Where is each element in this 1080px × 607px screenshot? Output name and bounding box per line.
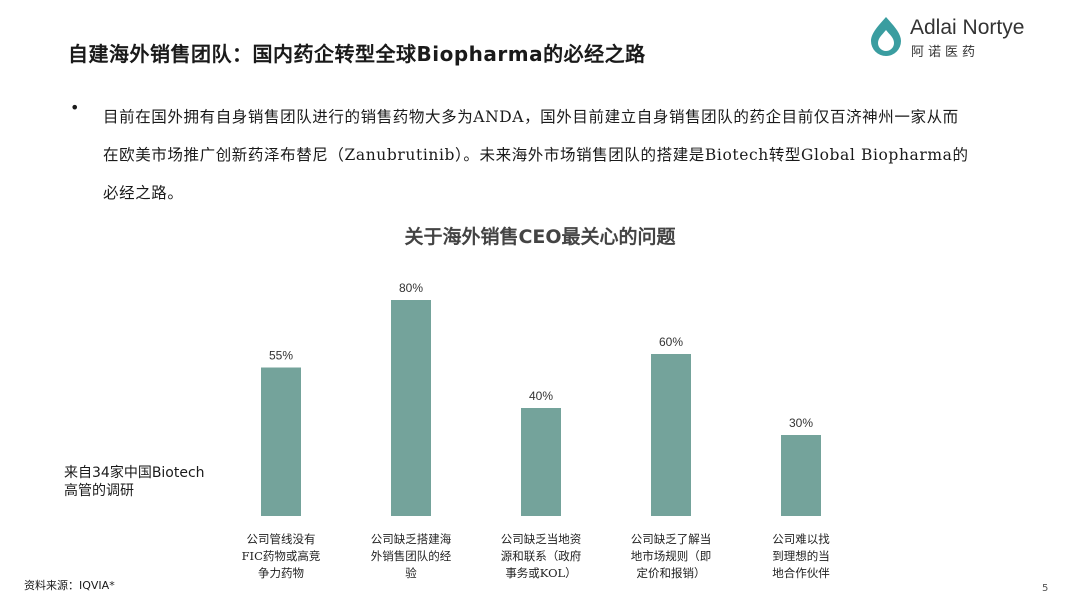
category-label-line: 公司管线没有 (246, 532, 316, 546)
category-label-2: 公司缺乏搭建海 外销售团队的经验 (361, 531, 461, 582)
company-logo: Adlai Nortye 阿诺医药 (866, 14, 1036, 62)
category-label-line: 事务或KOL） (505, 566, 577, 580)
category-label-5: 公司难以找到理想的当地合作伙伴 (751, 531, 851, 582)
category-label-line: FIC药物或高竞 (241, 549, 321, 563)
bar-5 (781, 435, 821, 516)
category-label-line: 到理想的当 (772, 549, 830, 563)
category-label-4: 公司缺乏了解当 地市场规则（即 定价和报销） (621, 531, 721, 582)
chart-title: 关于海外销售CEO最关心的问题 (404, 226, 676, 248)
category-label-3: 公司缺乏当地资 源和联系（政府 事务或KOL） (491, 531, 591, 582)
category-label-line: 地市场规则（即 (630, 549, 712, 563)
logo-name-en: Adlai Nortye (910, 16, 1025, 39)
bar-value-label: 80% (399, 281, 423, 295)
category-label-line: 定价和报销） (636, 566, 706, 580)
logo-name-cn: 阿诺医药 (911, 45, 980, 60)
category-label-line: 验 (405, 566, 417, 580)
category-label-line: 公司缺乏了解当 (630, 532, 712, 546)
bar-4 (651, 354, 691, 516)
category-label-line: 公司难以找 (772, 532, 830, 546)
survey-note-line: 高管的调研 (64, 483, 134, 499)
bullet-marker: • (70, 98, 80, 117)
category-label-line: 源和联系（政府 (500, 549, 582, 563)
page-title: 自建海外销售团队：国内药企转型全球Biopharma的必经之路 (68, 42, 646, 66)
bar-3 (521, 408, 561, 516)
bar-value-label: 55% (269, 349, 293, 363)
bar-1 (261, 367, 301, 516)
source-note: 资料来源：IQVIA* (24, 579, 115, 592)
survey-note: 来自34家中国Biotech 高管的调研 (64, 464, 224, 500)
bullet-text: 目前在国外拥有自身销售团队进行的销售药物大多为ANDA，国外目前建立自身销售团队… (103, 108, 969, 202)
bar-value-label: 60% (659, 335, 683, 349)
category-label-line: 外销售团队的经 (370, 549, 452, 563)
bar-2 (391, 300, 431, 516)
category-label-1: 公司管线没有 FIC药物或高竞 争力药物 (231, 531, 331, 582)
droplet-logo-icon (871, 17, 901, 56)
category-label-line: 地合作伙伴 (772, 566, 830, 580)
bar-value-label: 30% (789, 416, 813, 430)
category-label-line: 公司缺乏搭建海 (370, 532, 452, 546)
survey-note-line: 来自34家中国Biotech (64, 465, 205, 481)
bar-value-label: 40% (529, 389, 553, 403)
category-label-line: 争力药物 (258, 566, 304, 580)
category-label-line: 公司缺乏当地资 (500, 532, 582, 546)
page-number: 5 (1042, 583, 1049, 594)
